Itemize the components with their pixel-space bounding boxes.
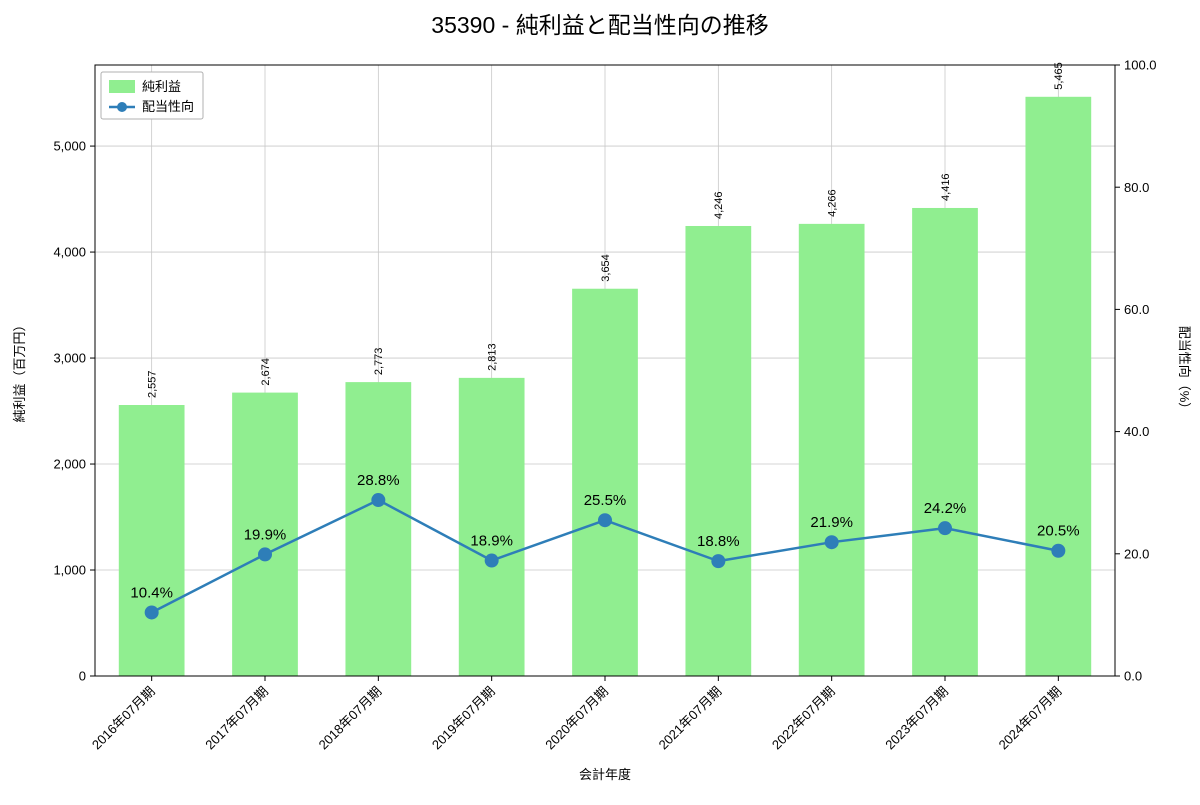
x-tick-label: 2022年07月期 — [769, 684, 838, 753]
bar-2023年07月期 — [912, 207, 978, 676]
bar-2021年07月期 — [685, 225, 752, 676]
bar-value-label: 4,416 — [940, 173, 952, 201]
bar-2020年07月期 — [572, 288, 638, 676]
legend-line-marker — [117, 102, 127, 112]
right-tick-label: 0.0 — [1124, 669, 1142, 684]
x-tick-label: 2021年07月期 — [656, 684, 725, 753]
left-tick-label: 3,000 — [53, 351, 86, 366]
x-tick-label: 2018年07月期 — [316, 684, 385, 753]
x-tick-label: 2019年07月期 — [429, 684, 498, 753]
left-y-axis-label: 純利益（百万円） — [12, 318, 27, 422]
right-tick-label: 20.0 — [1124, 546, 1149, 561]
left-tick-label: 4,000 — [53, 245, 86, 260]
line-point — [258, 547, 272, 562]
right-tick-label: 100.0 — [1124, 58, 1157, 73]
bar-2022年07月期 — [798, 223, 865, 676]
x-tick-label: 2017年07月期 — [202, 684, 271, 753]
line-point-label: 18.8% — [697, 533, 740, 550]
line-point — [938, 521, 952, 536]
line-point-label: 19.9% — [244, 526, 287, 543]
left-tick-label: 5,000 — [53, 139, 86, 154]
bar-2017年07月期 — [232, 392, 298, 676]
left-tick-label: 0 — [79, 669, 86, 684]
chart-title: 35390 - 純利益と配当性向の推移 — [431, 12, 768, 38]
line-point — [144, 605, 159, 620]
legend-line-label: 配当性向 — [142, 99, 194, 114]
bar-value-label: 3,654 — [600, 254, 612, 282]
bar-value-label: 4,266 — [827, 189, 839, 217]
bar-value-label: 5,465 — [1053, 62, 1065, 90]
bar-value-label: 2,557 — [147, 370, 159, 398]
x-tick-label: 2023年07月期 — [882, 684, 951, 753]
right-tick-label: 80.0 — [1124, 180, 1149, 195]
line-point — [711, 554, 726, 569]
line-point-label: 21.9% — [810, 514, 853, 531]
x-tick-label: 2020年07月期 — [542, 684, 611, 753]
line-point-label: 18.9% — [470, 533, 513, 550]
legend-bar-swatch — [109, 80, 135, 93]
bar-value-label: 2,773 — [373, 348, 385, 376]
right-tick-label: 40.0 — [1124, 424, 1149, 439]
line-point — [371, 493, 386, 508]
bar-2018年07月期 — [345, 382, 412, 676]
x-tick-label: 2016年07月期 — [89, 684, 158, 753]
bar-2016年07月期 — [118, 404, 185, 676]
line-point — [598, 513, 612, 528]
bar-2019年07月期 — [458, 377, 525, 676]
line-point — [824, 535, 839, 550]
line-point — [484, 553, 499, 568]
line-point-label: 20.5% — [1037, 523, 1080, 540]
line-point-label: 10.4% — [130, 584, 173, 601]
bar-2024年07月期 — [1025, 96, 1092, 677]
bar-value-label: 2,674 — [260, 358, 272, 386]
line-point-label: 25.5% — [584, 492, 627, 509]
line-point — [1051, 543, 1066, 558]
plot-area: 2,557 2,674 2,773 2,813 3,654 4,246 4,266 4,416… — [12, 58, 1192, 782]
left-tick-label: 1,000 — [53, 563, 86, 578]
bar-value-label: 4,246 — [713, 191, 725, 219]
bar-value-label: 2,813 — [487, 343, 499, 371]
x-axis-label: 会計年度 — [579, 767, 631, 782]
right-y-axis-label: 配当性向（%） — [1177, 326, 1192, 416]
left-tick-label: 2,000 — [53, 457, 86, 472]
legend-bar-label: 純利益 — [142, 79, 181, 94]
line-point-label: 28.8% — [357, 472, 400, 489]
x-tick-label: 2024年07月期 — [996, 684, 1065, 753]
right-tick-label: 60.0 — [1124, 302, 1149, 317]
line-point-label: 24.2% — [924, 500, 967, 517]
